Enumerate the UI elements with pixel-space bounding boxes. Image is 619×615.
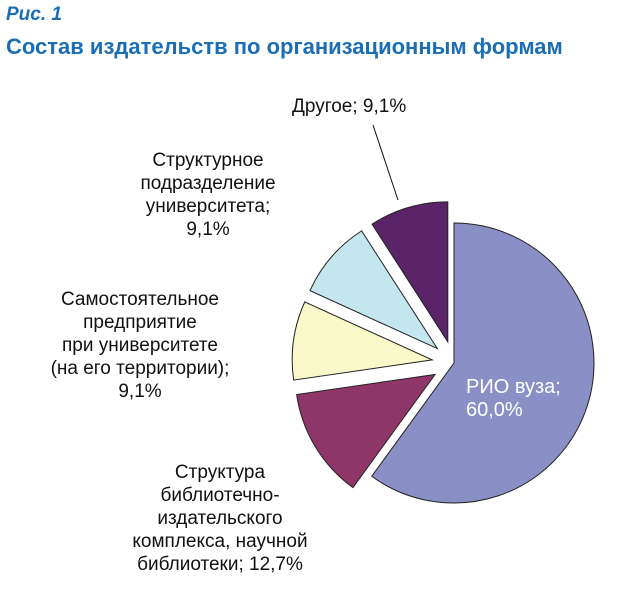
slice-label-enterprise: Самостоятельное предприятие при универси… — [50, 289, 230, 402]
slice-label-library: Структура библиотечно- издательского ком… — [132, 462, 308, 575]
figure-label: Рис. 1 — [6, 4, 62, 25]
leader-line — [372, 124, 399, 201]
slice-label-rio: РИО вуза; 60,0% — [466, 376, 561, 421]
slice-label-structural: Структурное подразделение университета; … — [140, 150, 276, 240]
pie-slice-3 — [309, 230, 439, 350]
pie-slice-0 — [371, 222, 595, 504]
pie-slice-2 — [291, 301, 434, 381]
slice-label-other: Другое; 9,1% — [292, 96, 407, 117]
chart-title: Состав издательств по организационным фо… — [6, 34, 563, 59]
pie-slice-4 — [371, 201, 449, 344]
pie-slice-1 — [296, 373, 437, 489]
